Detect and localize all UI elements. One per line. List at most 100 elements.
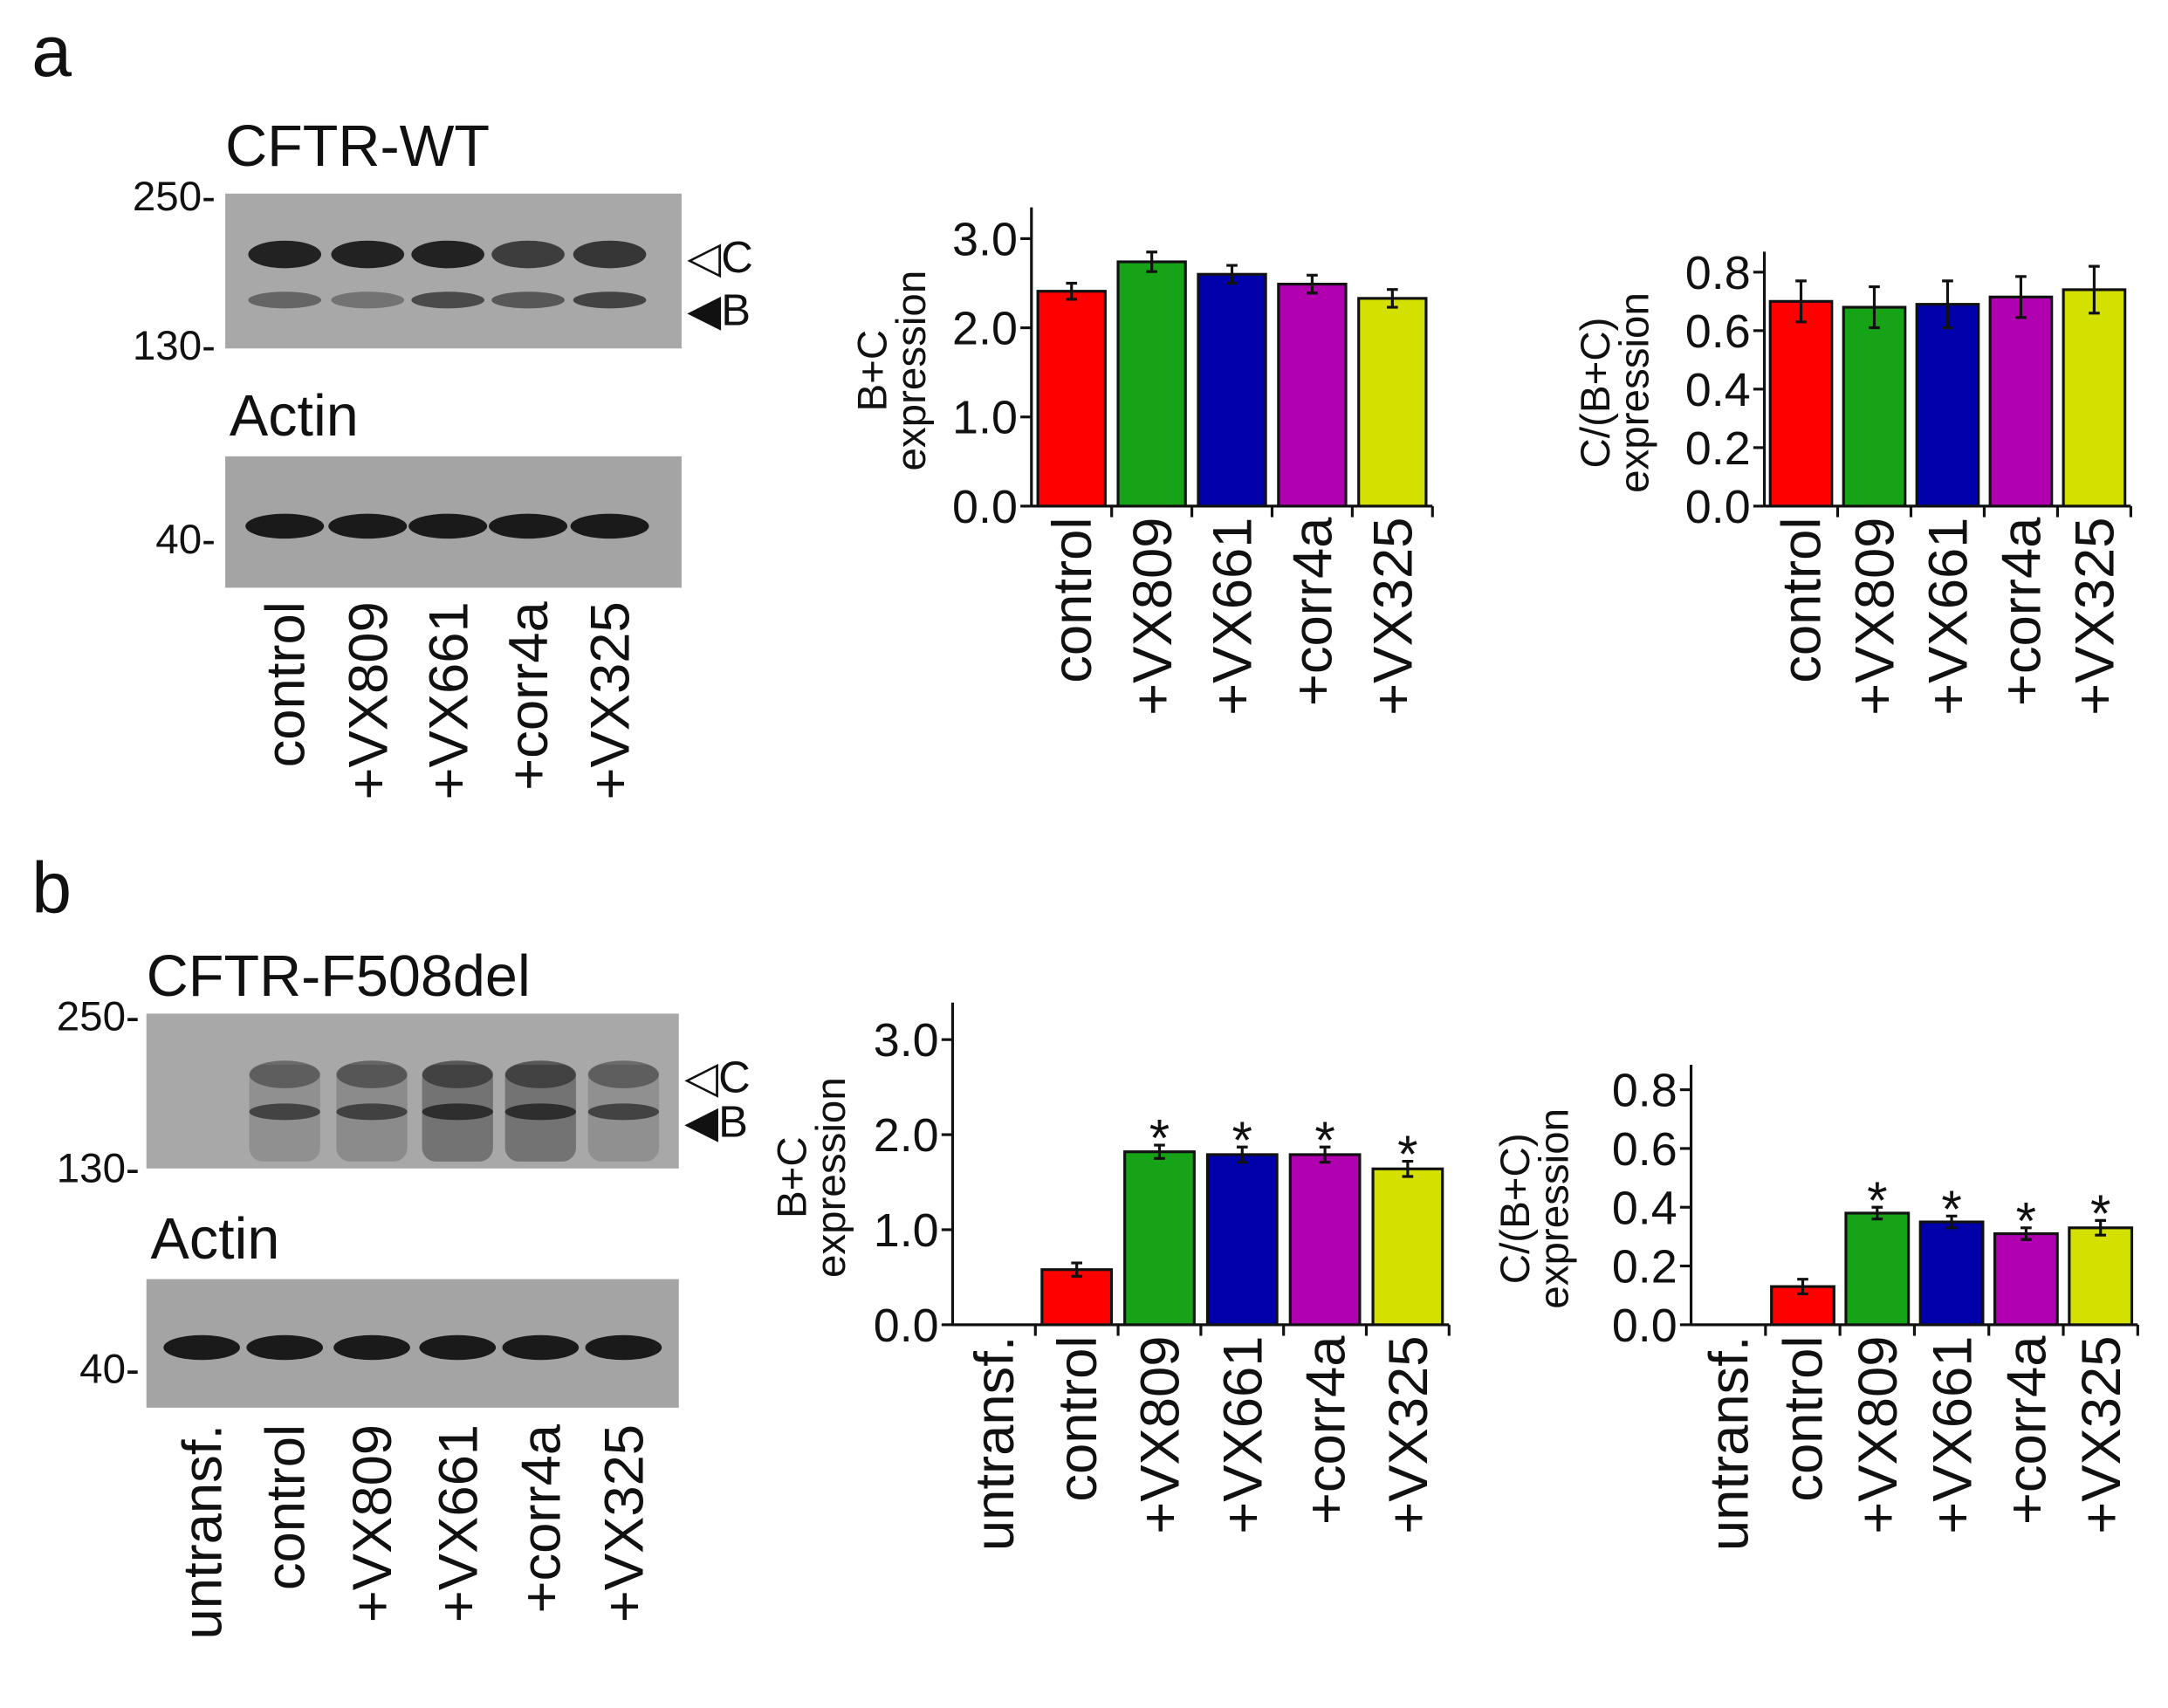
y-tick-label: 0.8 xyxy=(1612,1065,1677,1117)
band-actin xyxy=(163,1334,240,1361)
bar xyxy=(1993,1231,2059,1327)
bar xyxy=(2068,1226,2134,1327)
x-tick-label: +VX325 xyxy=(2065,518,2126,716)
significance-label: * xyxy=(1941,1180,1961,1238)
bar xyxy=(1036,290,1107,508)
band-b xyxy=(336,1103,408,1121)
lane-label: +VX661 xyxy=(428,1424,489,1622)
lane-label: +VX325 xyxy=(580,601,641,799)
band-b xyxy=(491,292,565,309)
y-axis-label: expression xyxy=(808,1077,854,1278)
error-bar xyxy=(1236,1145,1248,1164)
x-tick-label: untransf. xyxy=(1698,1336,1760,1552)
error-bar xyxy=(1386,288,1398,309)
mw-marker: 130- xyxy=(57,1146,140,1192)
band-c xyxy=(491,240,565,269)
bar xyxy=(1277,282,1348,508)
x-tick-label: +VX325 xyxy=(2071,1336,2132,1534)
error-bar xyxy=(1071,1261,1083,1278)
y-tick-label: 2.0 xyxy=(874,1109,939,1162)
band-c xyxy=(336,1060,408,1088)
panel-label: b xyxy=(31,848,72,929)
bar xyxy=(1288,1153,1362,1327)
error-bar xyxy=(1066,281,1078,301)
x-tick-label: +VX809 xyxy=(1845,518,1906,716)
y-axis-label: C/(B+C) xyxy=(1492,1133,1539,1284)
blot-membrane xyxy=(146,1013,679,1169)
error-bar xyxy=(2089,264,2100,315)
error-bar xyxy=(2095,1218,2107,1237)
lane-label: control xyxy=(255,601,316,767)
band-b xyxy=(587,1103,660,1121)
y-tick-label: 0.2 xyxy=(1612,1241,1677,1293)
band-actin xyxy=(489,513,568,539)
y-tick-label: 0.0 xyxy=(874,1300,939,1352)
mw-marker: 250- xyxy=(133,174,216,220)
band-b xyxy=(331,292,405,309)
y-tick-label: 1.0 xyxy=(874,1204,939,1257)
band-actin xyxy=(328,513,408,539)
bar xyxy=(2062,288,2127,508)
lane-label: +corr4a xyxy=(498,600,559,790)
blot-title: CFTR-WT xyxy=(225,114,490,179)
y-axis-label: expression xyxy=(1611,292,1657,493)
x-tick-label: +VX661 xyxy=(1918,518,1979,716)
band-actin xyxy=(570,513,649,539)
band-c xyxy=(331,240,405,269)
x-tick-label: +VX809 xyxy=(1848,1336,1909,1534)
error-bar xyxy=(2015,275,2027,319)
error-bar xyxy=(1795,279,1807,324)
y-tick-label: 0.4 xyxy=(1612,1182,1677,1234)
x-tick-label: +VX809 xyxy=(1130,1336,1191,1534)
y-tick-label: 0.0 xyxy=(952,481,1018,533)
error-bar xyxy=(1869,285,1880,330)
panel-label: a xyxy=(31,11,72,92)
band-c xyxy=(411,240,484,269)
bar xyxy=(1918,1220,1985,1327)
x-tick-label: +VX661 xyxy=(1203,518,1264,716)
x-tick-label: +corr4a xyxy=(1997,1335,2058,1525)
band-c xyxy=(504,1060,576,1088)
error-bar xyxy=(1226,264,1238,285)
y-axis-label: B+C xyxy=(849,330,895,412)
x-tick-label: +VX661 xyxy=(1212,1336,1273,1534)
band-c xyxy=(249,1060,320,1088)
error-bar xyxy=(1319,1145,1331,1164)
bar xyxy=(1915,303,1980,508)
mw-marker: 130- xyxy=(133,323,216,369)
bar xyxy=(1205,1153,1279,1327)
significance-label: * xyxy=(1397,1125,1417,1183)
band-label: ◁C xyxy=(684,1053,751,1102)
blot-membrane xyxy=(225,193,682,349)
y-axis-label: expression xyxy=(888,271,935,471)
y-axis-label: B+C xyxy=(770,1136,816,1218)
bar xyxy=(1988,295,2054,508)
error-bar xyxy=(1871,1205,1883,1221)
y-tick-label: 3.0 xyxy=(952,213,1018,265)
loading-title: Actin xyxy=(151,1207,280,1272)
bar xyxy=(1371,1167,1444,1327)
mw-marker: 250- xyxy=(57,993,140,1039)
bar xyxy=(1040,1268,1114,1327)
y-tick-label: 0.6 xyxy=(1685,305,1751,358)
mw-marker: 40- xyxy=(155,517,216,563)
lane-label: +corr4a xyxy=(511,1423,573,1613)
error-bar xyxy=(2020,1226,2032,1241)
y-axis-label: expression xyxy=(1532,1108,1578,1309)
error-bar xyxy=(1942,279,1953,330)
x-tick-label: +corr4a xyxy=(1992,517,2053,706)
band-b xyxy=(504,1103,576,1121)
lane-label: +VX809 xyxy=(338,601,399,799)
band-c xyxy=(422,1060,493,1088)
band-label: ◀B xyxy=(687,285,751,334)
x-tick-label: +VX809 xyxy=(1122,518,1183,716)
band-b xyxy=(411,292,484,309)
x-tick-label: +VX325 xyxy=(1363,518,1424,716)
significance-label: * xyxy=(1232,1111,1252,1170)
y-tick-label: 0.8 xyxy=(1685,247,1751,299)
significance-label: * xyxy=(1314,1111,1334,1170)
band-actin xyxy=(245,513,325,539)
x-tick-label: control xyxy=(1047,1336,1108,1502)
band-b xyxy=(422,1103,493,1121)
